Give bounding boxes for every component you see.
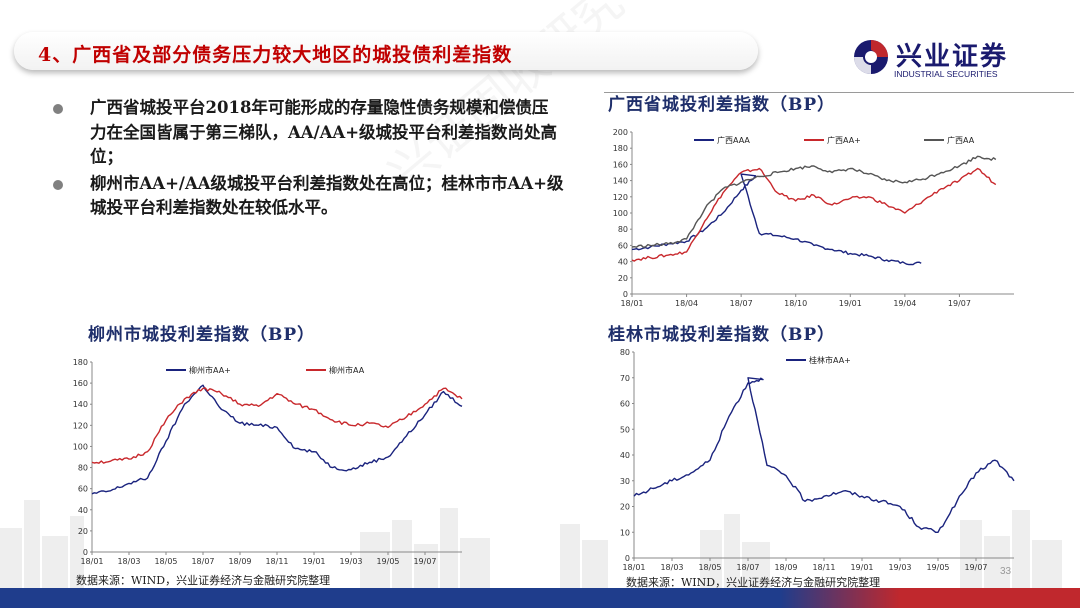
x-tick-label: 19/07 bbox=[948, 299, 971, 308]
chart-liuzhou: 0 20 40 60 80 100 120 140 160 180 18/01 18/03 18/05 1… bbox=[73, 358, 463, 566]
legend-label: 广西AA bbox=[947, 135, 975, 145]
x-tick-label: 18/01 bbox=[620, 299, 643, 308]
logo-swirl-icon bbox=[854, 40, 888, 74]
x-tick-label: 18/09 bbox=[228, 557, 251, 566]
y-tick-label: 0 bbox=[625, 554, 630, 563]
series-line bbox=[91, 384, 463, 495]
y-tick-label: 60 bbox=[78, 485, 88, 494]
bullet-item: 柳州市AA+/AA级城投平台利差指数处在高位；桂林市市AA+级城投平台利差指数处… bbox=[44, 172, 564, 221]
y-tick-label: 80 bbox=[620, 348, 630, 357]
y-tick-label: 20 bbox=[618, 274, 628, 283]
series-line bbox=[631, 155, 997, 248]
y-tick-label: 180 bbox=[73, 358, 88, 367]
company-logo: 兴业证券 INDUSTRIAL SECURITIES bbox=[852, 36, 1012, 84]
y-tick-label: 80 bbox=[618, 225, 628, 234]
chart-title-guilin: 桂林市城投利差指数（BP） bbox=[608, 325, 836, 345]
x-tick-label: 18/07 bbox=[736, 563, 759, 572]
legend-label: 广西AAA bbox=[717, 135, 750, 145]
x-tick-label: 19/05 bbox=[926, 563, 949, 572]
x-tick-label: 18/07 bbox=[191, 557, 214, 566]
x-tick-label: 19/01 bbox=[850, 563, 873, 572]
x-tick-label: 18/01 bbox=[80, 557, 103, 566]
legend-label: 广西AA+ bbox=[827, 135, 861, 145]
legend-label: 桂林市AA+ bbox=[809, 355, 851, 365]
bullet-dot-icon bbox=[53, 104, 63, 114]
x-tick-label: 18/11 bbox=[265, 557, 288, 566]
legend-label: 柳州市AA bbox=[329, 365, 365, 375]
y-tick-label: 10 bbox=[620, 528, 630, 537]
slide-title-bar: 4、广西省及部分债务压力较大地区的城投债利差指数 bbox=[14, 32, 758, 70]
series-line bbox=[631, 173, 922, 266]
x-tick-label: 18/09 bbox=[774, 563, 797, 572]
bullet-dot-icon bbox=[53, 179, 63, 190]
x-tick-label: 18/05 bbox=[698, 563, 721, 572]
y-tick-label: 140 bbox=[613, 177, 628, 186]
y-tick-label: 140 bbox=[73, 400, 88, 409]
chart-title-guangxi: 广西省城投利差指数（BP） bbox=[608, 95, 836, 115]
bullet-text: 广西省城投平台2018年可能形成的存量隐性债务规模和偿债压力在全国皆属于第三梯队… bbox=[90, 98, 558, 166]
y-tick-label: 160 bbox=[73, 379, 88, 388]
data-source-note: 数据来源：WIND，兴业证券经济与金融研究院整理 bbox=[76, 574, 331, 587]
y-tick-label: 100 bbox=[613, 209, 628, 218]
x-tick-label: 19/01 bbox=[839, 299, 862, 308]
x-tick-label: 19/04 bbox=[893, 299, 916, 308]
y-tick-label: 120 bbox=[613, 193, 628, 202]
chart-title-liuzhou: 柳州市城投利差指数（BP） bbox=[88, 325, 316, 345]
bullet-item: 广西省城投平台2018年可能形成的存量隐性债务规模和偿债压力在全国皆属于第三梯队… bbox=[44, 96, 564, 170]
x-tick-label: 19/07 bbox=[964, 563, 987, 572]
page-number: 33 bbox=[1000, 566, 1012, 577]
y-tick-label: 80 bbox=[78, 464, 88, 473]
x-tick-label: 18/04 bbox=[675, 299, 698, 308]
y-tick-label: 20 bbox=[620, 503, 630, 512]
y-tick-label: 0 bbox=[623, 290, 628, 299]
x-tick-label: 19/03 bbox=[888, 563, 911, 572]
bullet-text: 柳州市AA+/AA级城投平台利差指数处在高位；桂林市市AA+级城投平台利差指数处… bbox=[90, 173, 564, 218]
logo-english-name: INDUSTRIAL SECURITIES bbox=[894, 69, 998, 79]
city-skyline-decoration bbox=[0, 500, 1062, 588]
slide-title: 4、广西省及部分债务压力较大地区的城投债利差指数 bbox=[38, 44, 513, 66]
chart-guilin: 0 10 20 30 40 50 60 70 80 18/01 18/03 18/05 18/07 18/… bbox=[620, 348, 1015, 572]
y-tick-label: 180 bbox=[613, 144, 628, 153]
x-tick-label: 19/03 bbox=[339, 557, 362, 566]
x-tick-label: 18/10 bbox=[784, 299, 807, 308]
y-tick-label: 100 bbox=[73, 442, 88, 451]
x-tick-label: 18/03 bbox=[117, 557, 140, 566]
y-tick-label: 60 bbox=[618, 241, 628, 250]
y-tick-label: 20 bbox=[78, 527, 88, 536]
x-tick-label: 18/11 bbox=[812, 563, 835, 572]
series-line bbox=[91, 387, 463, 464]
y-tick-label: 40 bbox=[618, 258, 628, 267]
x-tick-label: 19/01 bbox=[302, 557, 325, 566]
y-tick-label: 120 bbox=[73, 421, 88, 430]
x-tick-label: 19/05 bbox=[376, 557, 399, 566]
y-tick-label: 0 bbox=[83, 548, 88, 557]
x-tick-label: 18/03 bbox=[660, 563, 683, 572]
logo-chinese-name: 兴业证券 bbox=[896, 42, 1009, 72]
x-tick-label: 19/07 bbox=[413, 557, 436, 566]
bullet-list: 广西省城投平台2018年可能形成的存量隐性债务规模和偿债压力在全国皆属于第三梯队… bbox=[44, 96, 564, 223]
y-tick-label: 40 bbox=[78, 506, 88, 515]
y-tick-label: 160 bbox=[613, 160, 628, 169]
y-tick-label: 50 bbox=[620, 425, 630, 434]
y-tick-label: 40 bbox=[620, 451, 630, 460]
header-divider bbox=[604, 92, 1074, 93]
x-tick-label: 18/05 bbox=[154, 557, 177, 566]
y-tick-label: 30 bbox=[620, 477, 630, 486]
y-tick-label: 70 bbox=[620, 374, 630, 383]
x-tick-label: 18/01 bbox=[622, 563, 645, 572]
data-source-note: 数据来源：WIND，兴业证券经济与金融研究院整理 bbox=[626, 576, 881, 589]
y-tick-label: 60 bbox=[620, 400, 630, 409]
x-tick-label: 18/07 bbox=[730, 299, 753, 308]
legend-label: 柳州市AA+ bbox=[189, 365, 231, 375]
series-line bbox=[631, 167, 997, 262]
series-line bbox=[633, 377, 1015, 533]
y-tick-label: 200 bbox=[613, 128, 628, 137]
chart-guangxi: 0 20 40 60 80 100 120 140 160 180 200 18/01 18/04 18/… bbox=[613, 128, 1014, 308]
footer-accent bbox=[780, 588, 1080, 608]
